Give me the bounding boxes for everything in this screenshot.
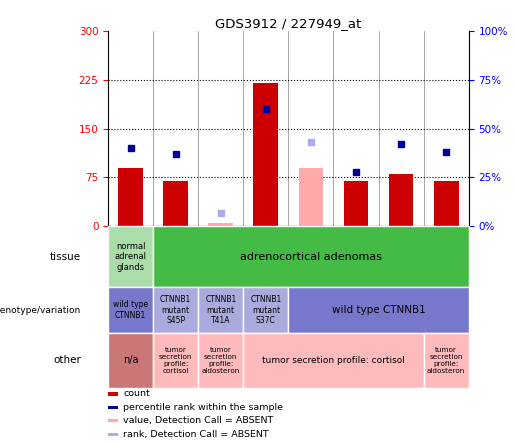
Bar [153, 333, 198, 388]
Bar [344, 181, 368, 226]
Bar [108, 433, 118, 436]
Text: tumor
secretion
profile:
aldosteron: tumor secretion profile: aldosteron [427, 347, 465, 374]
Bar [108, 226, 153, 287]
Bar [389, 174, 414, 226]
Text: normal
adrenal
glands: normal adrenal glands [115, 242, 147, 272]
Text: value, Detection Call = ABSENT: value, Detection Call = ABSENT [123, 416, 273, 425]
Bar [209, 223, 233, 226]
Text: wild type
CTNNB1: wild type CTNNB1 [113, 300, 148, 320]
Bar [423, 333, 469, 388]
Bar [108, 392, 118, 396]
Bar [299, 168, 323, 226]
Bar [244, 333, 424, 388]
Bar [244, 287, 288, 333]
Text: tissue: tissue [50, 252, 81, 262]
Text: wild type CTNNB1: wild type CTNNB1 [332, 305, 425, 315]
Text: percentile rank within the sample: percentile rank within the sample [123, 403, 283, 412]
Bar [163, 181, 188, 226]
Text: CTNNB1
mutant
S45P: CTNNB1 mutant S45P [160, 295, 192, 325]
Bar [209, 223, 233, 226]
Bar [108, 419, 118, 422]
Bar [288, 287, 469, 333]
Text: tumor
secretion
profile:
aldosteron: tumor secretion profile: aldosteron [202, 347, 240, 374]
Title: GDS3912 / 227949_at: GDS3912 / 227949_at [215, 17, 362, 30]
Text: CTNNB1
mutant
T41A: CTNNB1 mutant T41A [205, 295, 236, 325]
Bar [118, 168, 143, 226]
Text: tumor
secretion
profile:
cortisol: tumor secretion profile: cortisol [159, 347, 193, 374]
Bar [108, 287, 153, 333]
Text: CTNNB1
mutant
S37C: CTNNB1 mutant S37C [250, 295, 282, 325]
Text: count: count [123, 389, 150, 398]
Text: genotype/variation: genotype/variation [0, 305, 81, 314]
Text: tumor secretion profile: cortisol: tumor secretion profile: cortisol [262, 356, 405, 365]
Bar [253, 83, 278, 226]
Bar [198, 287, 243, 333]
Bar [153, 226, 469, 287]
Bar [153, 287, 198, 333]
Text: n/a: n/a [123, 355, 139, 365]
Text: adrenocortical adenomas: adrenocortical adenomas [240, 252, 382, 262]
Bar [434, 181, 458, 226]
Bar [108, 406, 118, 409]
Bar [108, 333, 153, 388]
Text: rank, Detection Call = ABSENT: rank, Detection Call = ABSENT [123, 430, 269, 439]
Bar [198, 333, 243, 388]
Text: other: other [53, 355, 81, 365]
